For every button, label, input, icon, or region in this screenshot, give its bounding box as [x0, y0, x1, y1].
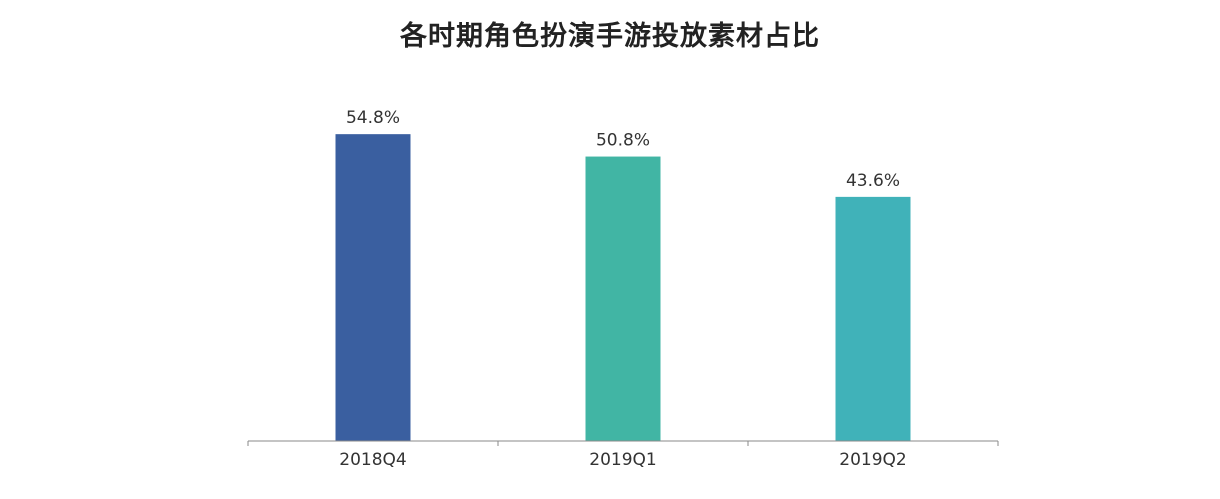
bars-group [335, 134, 911, 442]
chart-title: 各时期角色扮演手游投放素材占比 [400, 21, 820, 52]
labels-group: 54.8% 2018Q4 50.8% 2019Q1 43.6% 2019Q2 [339, 108, 906, 470]
x-axis-ticks [247, 441, 999, 446]
bar-2019Q2 [835, 196, 911, 441]
x-tick-label-2019Q2: 2019Q2 [839, 450, 906, 470]
bar-2019Q1 [585, 156, 661, 442]
value-label-2019Q2: 43.6% [846, 171, 900, 191]
bar-2018Q4 [335, 134, 411, 441]
value-label-2019Q1: 50.8% [596, 131, 650, 151]
x-tick-label-2018Q4: 2018Q4 [339, 450, 406, 470]
value-label-2018Q4: 54.8% [346, 108, 400, 128]
x-tick-label-2019Q1: 2019Q1 [589, 450, 656, 470]
